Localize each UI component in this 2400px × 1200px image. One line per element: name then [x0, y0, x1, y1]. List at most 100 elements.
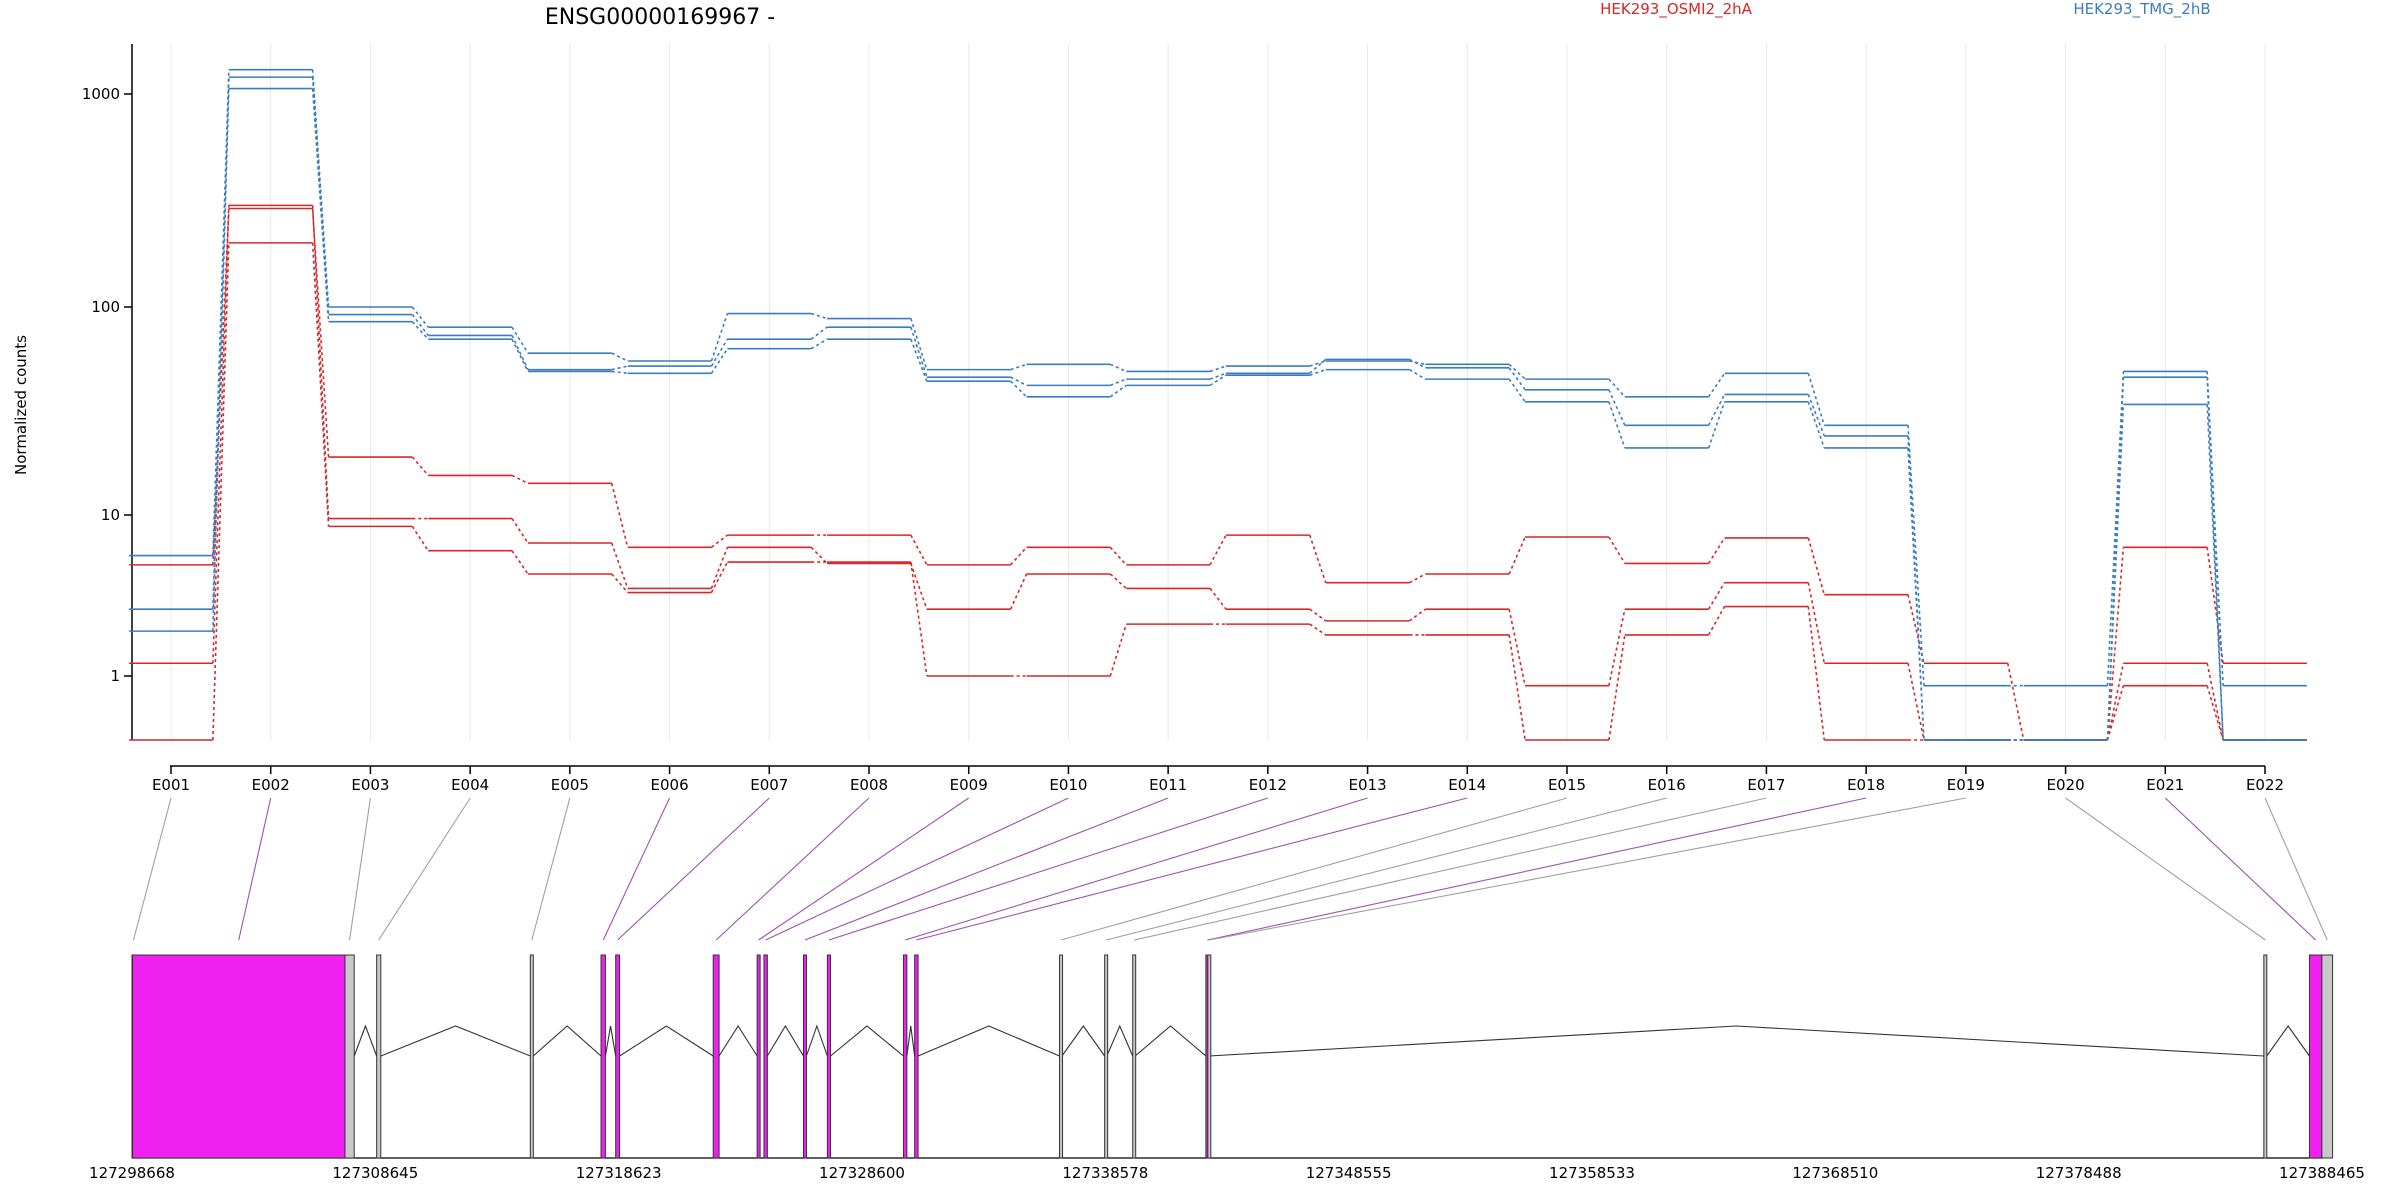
- series-4-link-9: [1010, 363, 1027, 371]
- x-tick-label-e008: E008: [850, 776, 888, 794]
- x-tick-label-e015: E015: [1548, 776, 1586, 794]
- x-tick-label-e010: E010: [1049, 776, 1087, 794]
- series-6-link-10: [1109, 384, 1127, 398]
- series-6-link-6: [710, 348, 729, 374]
- series-2-link-5: [610, 542, 629, 589]
- series-6-link-5: [611, 370, 628, 375]
- series-2-link-20: [2106, 663, 2125, 741]
- x-tick-label-e016: E016: [1648, 776, 1686, 794]
- exon-e014: [914, 954, 919, 1159]
- exon-e007: [615, 954, 621, 1159]
- series-3-link-2: [311, 242, 330, 527]
- series-3-link-4: [511, 550, 529, 575]
- exon-e011: [802, 954, 807, 1159]
- legend-tmg: HEK293_TMG_2hB: [2073, 0, 2210, 19]
- gene-model: [131, 954, 2334, 1159]
- exon-e008: [712, 954, 720, 1159]
- series-1-link-14: [1508, 536, 1526, 575]
- coord-label-6: 127348555: [1306, 1164, 1392, 1182]
- series-4-link-4: [511, 326, 529, 354]
- series-6: [129, 87, 2307, 741]
- series-1-link-10: [1109, 546, 1127, 566]
- series-4-link-18: [1907, 425, 1925, 686]
- exon-e013: [902, 954, 908, 1159]
- exon-connectors: [132, 797, 2328, 941]
- intron-6: [604, 1025, 617, 1057]
- series-1-link-13: [1409, 573, 1426, 584]
- intron-3: [353, 1024, 378, 1057]
- x-tick-label-e018: E018: [1847, 776, 1885, 794]
- series-1-link-19: [2006, 663, 2025, 741]
- series-4-link-16: [1707, 372, 1726, 398]
- y-axis-label: Normalized counts: [12, 335, 30, 475]
- connector-e019: [1209, 797, 1966, 941]
- axes: [131, 44, 2265, 767]
- series-4-link-15: [1608, 378, 1626, 398]
- connector-e015: [1060, 797, 1568, 941]
- series-1-link-9: [1010, 546, 1028, 566]
- series-3-link-12: [1309, 623, 1327, 636]
- y-tick-label-100: 100: [91, 298, 120, 316]
- series-5-link-11: [1209, 372, 1227, 380]
- series-3-link-16: [1707, 606, 1726, 636]
- series-2-link-7: [810, 546, 828, 565]
- x-tick-label-e004: E004: [451, 776, 489, 794]
- series-1-link-16: [1707, 537, 1726, 564]
- connector-e018: [1207, 797, 1867, 941]
- x-tick-label-e011: E011: [1149, 776, 1187, 794]
- series-4-link-12: [1309, 360, 1326, 367]
- connector-e010: [765, 797, 1069, 941]
- connector-e012: [828, 797, 1269, 941]
- series-5-link-6: [710, 338, 729, 367]
- intron-14: [917, 1025, 1060, 1057]
- genomic-coordinates: 127298668 127308645 127318623 127328600 1273…: [89, 1164, 2365, 1182]
- series-6-link-17: [1807, 401, 1826, 449]
- series-4-link-7: [810, 312, 828, 320]
- series-4-link-20: [2106, 371, 2125, 686]
- series-3-link-17: [1807, 606, 1826, 741]
- series-3-link-6: [710, 561, 729, 593]
- connector-e002: [238, 797, 272, 941]
- series-3-link-10: [1109, 623, 1128, 677]
- connector-e011: [804, 797, 1169, 941]
- series-5-link-16: [1707, 394, 1726, 426]
- series-4-link-21: [2206, 371, 2224, 686]
- series-6-link-18: [1907, 447, 1925, 741]
- connector-e006: [602, 797, 671, 941]
- series-1: [129, 207, 2307, 741]
- series-5-link-21: [2206, 377, 2224, 741]
- coord-label-8: 127368510: [1792, 1164, 1878, 1182]
- coord-label-3: 127318623: [576, 1164, 662, 1182]
- series-1-link-12: [1308, 534, 1327, 583]
- series-1-link-6: [710, 534, 728, 548]
- series-3: [129, 242, 2307, 741]
- intron-16: [1106, 1024, 1134, 1057]
- exon-e021: [2308, 954, 2323, 1159]
- exon-e010: [763, 954, 768, 1159]
- series-5-link-5: [611, 365, 628, 371]
- series-5: [129, 76, 2307, 741]
- coord-label-10: 127388465: [2279, 1164, 2365, 1182]
- series-1-link-15: [1608, 536, 1626, 564]
- connector-e001: [132, 797, 172, 941]
- x-tick-label-e005: E005: [551, 776, 589, 794]
- series-6-link-21: [2206, 404, 2224, 741]
- series-2-link-1: [212, 205, 230, 664]
- x-tick-label-e007: E007: [750, 776, 788, 794]
- series-5-link-8: [910, 326, 928, 378]
- series-2-link-4: [511, 518, 529, 544]
- series-4-link-3: [411, 306, 429, 328]
- exon-e015: [1059, 954, 1064, 1159]
- intron-4: [380, 1025, 531, 1057]
- exon-e009: [756, 954, 761, 1159]
- series-1-link-2: [311, 208, 330, 458]
- coord-label-9: 127378488: [2036, 1164, 2122, 1182]
- series-6-link-9: [1010, 380, 1028, 398]
- connector-e005: [531, 797, 571, 941]
- x-tick-label-e002: E002: [252, 776, 290, 794]
- connector-e017: [1134, 797, 1767, 941]
- series-4: [129, 68, 2307, 687]
- x-tick-label-e001: E001: [152, 776, 190, 794]
- y-tick-label-1000: 1000: [82, 85, 120, 103]
